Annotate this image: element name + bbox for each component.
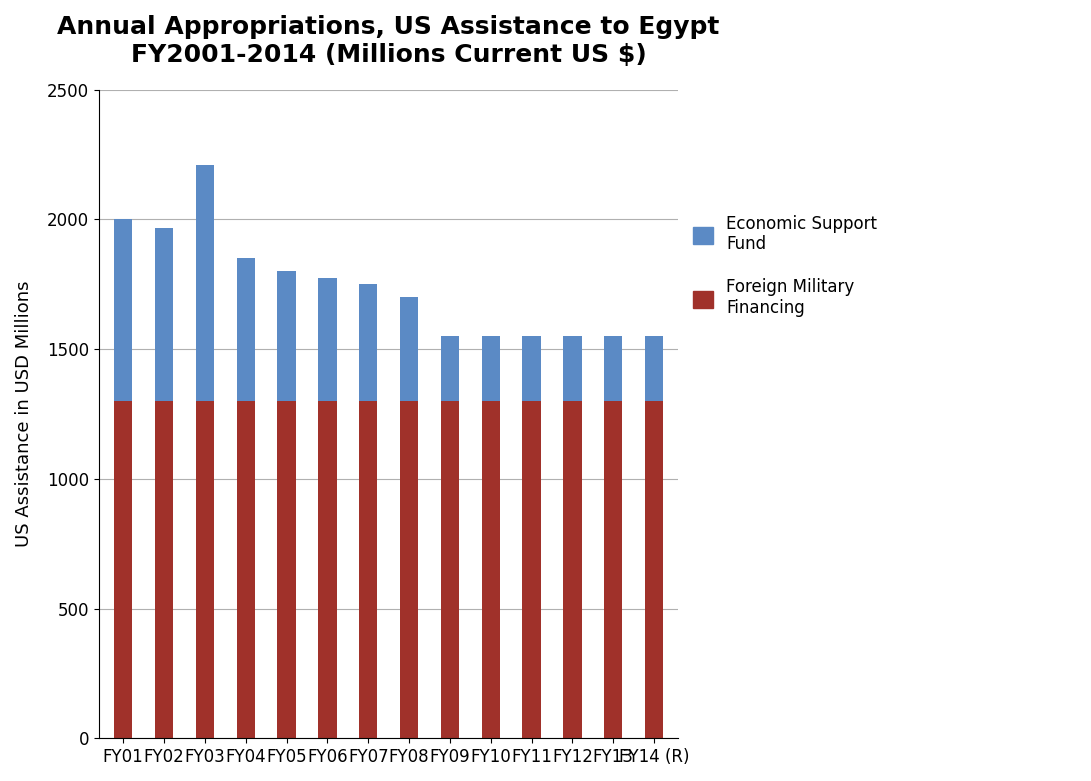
Y-axis label: US Assistance in USD Millions: US Assistance in USD Millions bbox=[15, 280, 33, 547]
Bar bbox=[319, 401, 336, 738]
Bar bbox=[481, 401, 500, 738]
Bar bbox=[481, 336, 500, 401]
Bar bbox=[319, 278, 336, 401]
Bar bbox=[645, 336, 663, 401]
Bar bbox=[441, 401, 459, 738]
Bar bbox=[237, 401, 255, 738]
Bar bbox=[563, 336, 582, 401]
Bar bbox=[237, 259, 255, 401]
Legend: Economic Support
Fund, Foreign Military
Financing: Economic Support Fund, Foreign Military … bbox=[693, 215, 877, 317]
Bar bbox=[359, 401, 377, 738]
Bar bbox=[399, 297, 418, 401]
Bar bbox=[195, 165, 214, 401]
Bar bbox=[155, 228, 173, 401]
Bar bbox=[155, 401, 173, 738]
Bar bbox=[441, 336, 459, 401]
Bar bbox=[645, 401, 663, 738]
Bar bbox=[604, 336, 622, 401]
Bar bbox=[115, 401, 132, 738]
Bar bbox=[115, 219, 132, 401]
Bar bbox=[359, 284, 377, 401]
Bar bbox=[277, 401, 296, 738]
Bar bbox=[399, 401, 418, 738]
Bar bbox=[523, 336, 541, 401]
Bar bbox=[563, 401, 582, 738]
Bar bbox=[604, 401, 622, 738]
Bar bbox=[523, 401, 541, 738]
Bar bbox=[277, 271, 296, 401]
Bar bbox=[195, 401, 214, 738]
Title: Annual Appropriations, US Assistance to Egypt
FY2001-2014 (Millions Current US $: Annual Appropriations, US Assistance to … bbox=[58, 15, 720, 67]
